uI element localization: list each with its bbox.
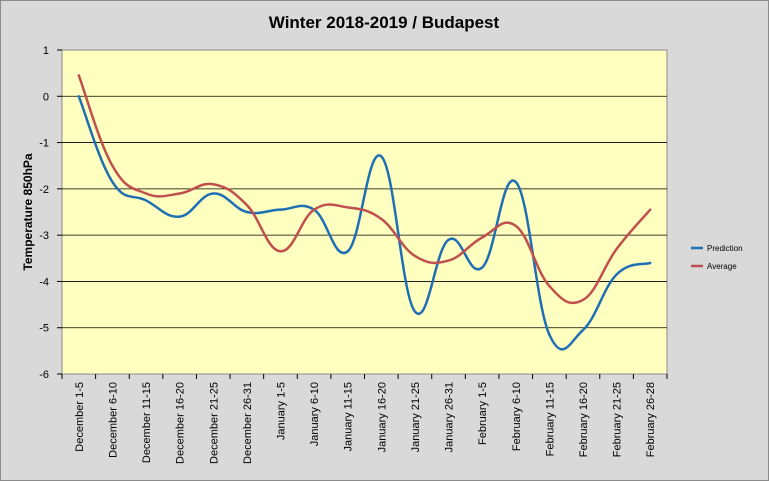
y-axis-title: Temperature 850hPa bbox=[21, 153, 35, 270]
x-tick-label: January 21-25 bbox=[410, 382, 422, 452]
x-tick-label: December 26-31 bbox=[242, 382, 254, 464]
series-line-prediction bbox=[77, 95, 652, 351]
y-tick-label: -3 bbox=[39, 230, 49, 242]
y-tick-label: -6 bbox=[39, 369, 49, 381]
x-tick-label: February 21-25 bbox=[612, 382, 624, 457]
x-axis-ticks: December 1-5 December 6-10 December 11-15 D… bbox=[61, 374, 668, 464]
legend: Prediction Average bbox=[691, 244, 743, 271]
x-tick-label: February 6-10 bbox=[511, 382, 523, 451]
series-line-average bbox=[77, 74, 652, 305]
x-tick-label: January 11-15 bbox=[343, 382, 355, 452]
plot-area bbox=[61, 49, 668, 375]
x-tick-label: February 11-15 bbox=[544, 382, 556, 456]
x-tick-label: January 6-10 bbox=[309, 382, 321, 446]
x-tick-label: January 1-5 bbox=[275, 382, 287, 440]
y-tick-label: -5 bbox=[39, 323, 49, 335]
legend-label-average: Average bbox=[707, 262, 737, 271]
x-tick-label: January 26-31 bbox=[444, 382, 456, 452]
x-tick-label: January 16-20 bbox=[376, 382, 388, 452]
chart-title: Winter 2018-2019 / Budapest bbox=[269, 13, 500, 32]
x-tick-label: February 16-20 bbox=[578, 382, 590, 457]
y-tick-label: 1 bbox=[43, 45, 49, 57]
legend-label-prediction: Prediction bbox=[707, 244, 743, 253]
x-tick-label: December 1-5 bbox=[74, 382, 86, 452]
y-axis-ticks: 1 0 -1 -2 -3 -4 -5 -6 bbox=[39, 45, 62, 381]
x-tick-label: February 1-5 bbox=[477, 382, 489, 445]
gridlines bbox=[62, 95, 667, 329]
x-tick-label: December 11-15 bbox=[141, 382, 153, 463]
y-tick-label: -2 bbox=[39, 184, 49, 196]
y-tick-label: -1 bbox=[39, 138, 49, 150]
x-tick-label: December 6-10 bbox=[107, 382, 119, 458]
x-tick-label: December 21-25 bbox=[208, 382, 220, 464]
y-tick-label: -4 bbox=[39, 276, 49, 288]
x-tick-label: February 26-28 bbox=[645, 382, 657, 457]
y-tick-label: 0 bbox=[43, 91, 49, 103]
series-lines bbox=[77, 74, 652, 351]
x-tick-label: December 16-20 bbox=[175, 382, 187, 464]
